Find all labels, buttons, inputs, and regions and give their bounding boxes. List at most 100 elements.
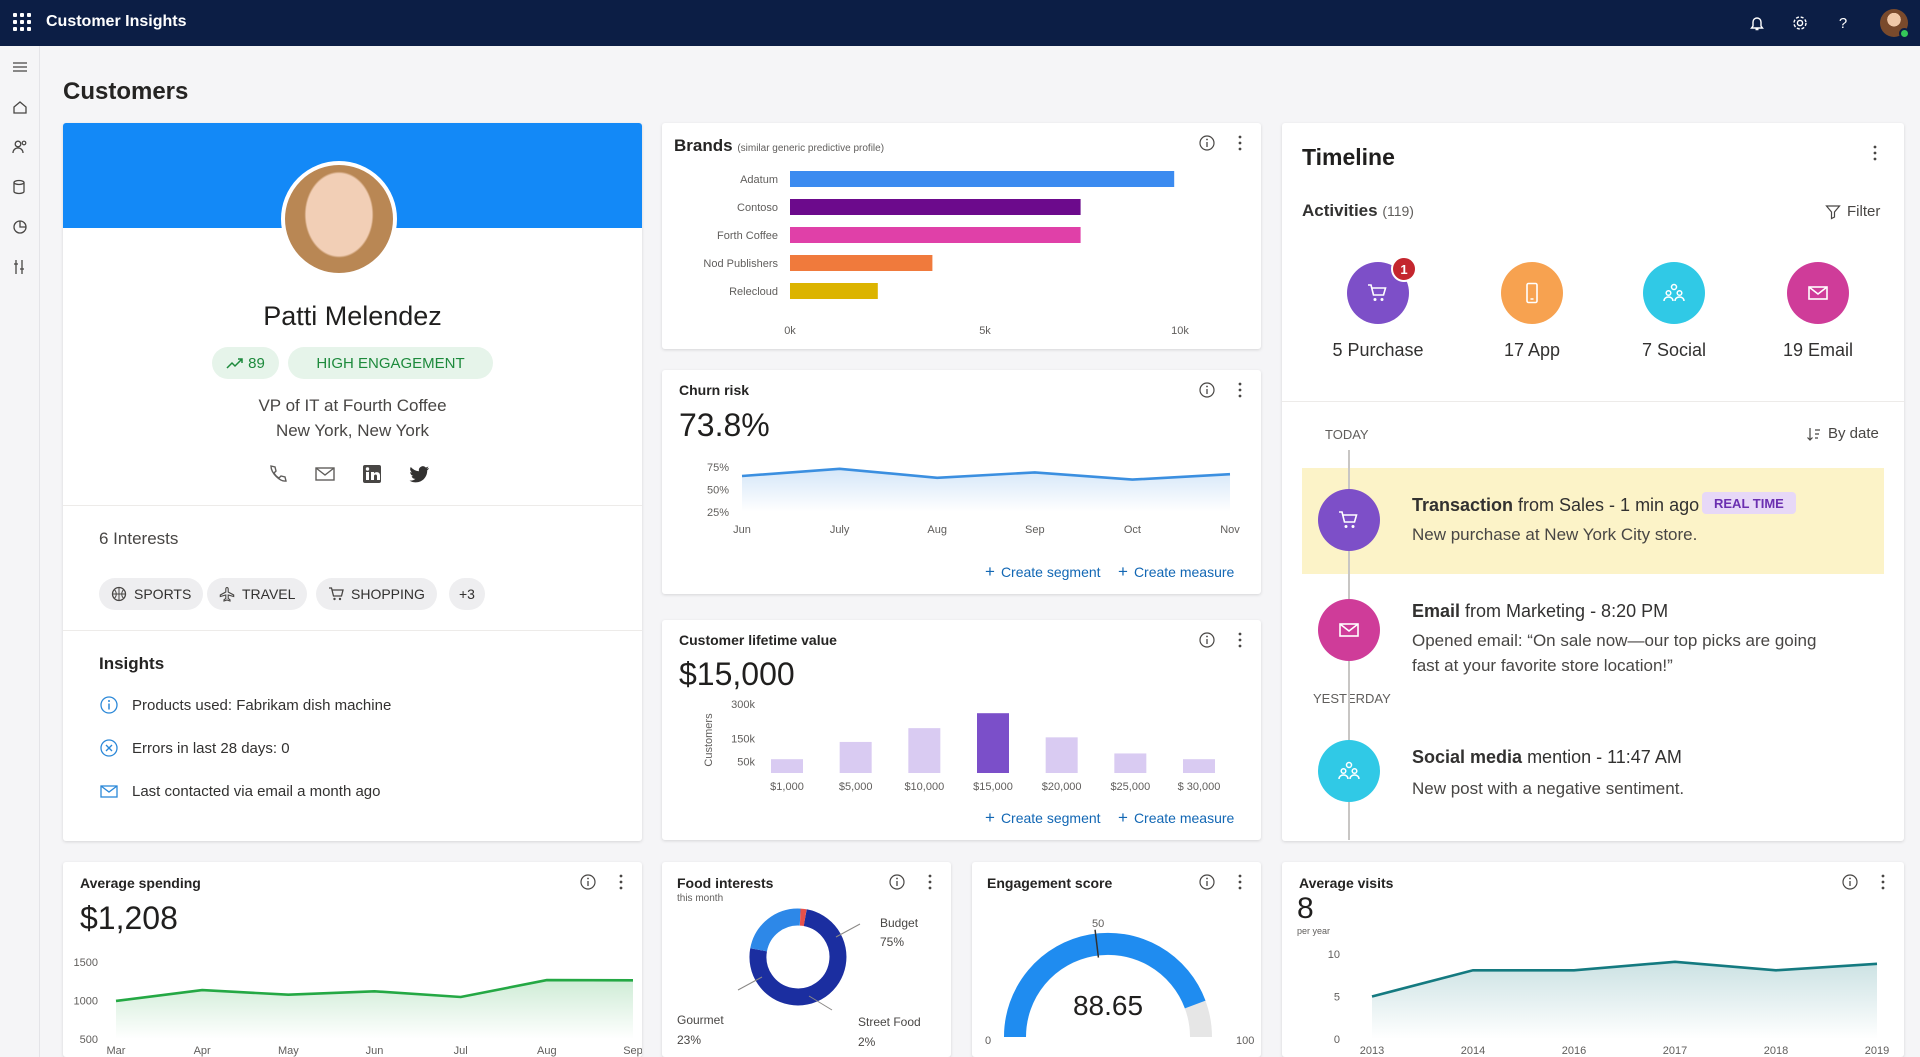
gear-icon[interactable] xyxy=(1791,14,1809,32)
activity-label: 7 Social xyxy=(1641,340,1707,360)
bar-label: Contoso xyxy=(737,202,778,214)
y-tick-label: 1500 xyxy=(74,957,98,969)
more-options-icon[interactable] xyxy=(928,874,932,890)
insight-item: Last contacted via email a month ago xyxy=(99,781,380,801)
event-title[interactable]: Social media mention - 11:47 AM xyxy=(1412,747,1682,767)
x-tick-label: $25,000 xyxy=(1110,781,1150,793)
bell-icon[interactable] xyxy=(1748,14,1766,32)
food-subtitle: this month xyxy=(677,893,724,904)
linkedin-icon[interactable] xyxy=(362,464,382,484)
donut-slice xyxy=(749,909,847,1006)
interest-chip-sports[interactable]: SPORTS xyxy=(99,578,204,610)
interest-chip-travel[interactable]: TRAVEL xyxy=(207,578,308,610)
interest-chip-more[interactable]: +3 xyxy=(449,578,485,610)
timeline-title: Timeline xyxy=(1302,144,1395,170)
leader-line xyxy=(737,976,763,991)
divider xyxy=(63,630,642,631)
database-icon[interactable] xyxy=(11,178,29,196)
insight-text: Errors in last 28 days: 0 xyxy=(132,739,290,757)
mail-icon xyxy=(1808,286,1828,300)
bar xyxy=(771,759,803,773)
segments-icon[interactable] xyxy=(11,218,29,236)
engagement-title: Engagement score xyxy=(987,875,1113,891)
home-icon[interactable] xyxy=(11,98,29,116)
basketball-icon xyxy=(111,586,127,602)
trending-up-icon xyxy=(226,358,243,369)
event-title[interactable]: Transaction from Sales - 1 min ago xyxy=(1412,495,1700,515)
insight-text: Last contacted via email a month ago xyxy=(132,782,381,800)
measures-icon[interactable] xyxy=(11,258,29,276)
info-icon[interactable] xyxy=(580,874,596,890)
bar xyxy=(1183,759,1215,773)
x-tick-label: $10,000 xyxy=(904,781,944,793)
real-time-tag: REAL TIME xyxy=(1702,492,1796,514)
filter-button[interactable]: Filter xyxy=(1825,203,1880,220)
activity-email[interactable]: 19 Email xyxy=(1748,262,1888,361)
interest-chip-shopping[interactable]: SHOPPING xyxy=(316,578,437,610)
more-options-icon[interactable] xyxy=(619,874,623,890)
phone-icon[interactable] xyxy=(266,463,288,485)
x-tick-label: 2014 xyxy=(1461,1045,1485,1057)
error-icon xyxy=(100,739,118,757)
create-segment-link[interactable]: + Create segment xyxy=(985,562,1101,581)
engagement-gauge: 88.65 0 50 100 xyxy=(985,918,1254,1047)
profile-name: Patti Melendez xyxy=(263,301,442,331)
leader-line xyxy=(808,995,833,1011)
event-title[interactable]: Email from Marketing - 8:20 PM xyxy=(1412,601,1669,621)
info-icon[interactable] xyxy=(1199,382,1215,398)
event-description: Opened email: “On sale now—our top picks… xyxy=(1412,631,1817,675)
phone-icon xyxy=(1526,282,1538,304)
series-area xyxy=(1372,961,1877,1039)
x-tick-label: July xyxy=(830,524,850,536)
info-icon[interactable] xyxy=(889,874,905,890)
info-icon[interactable] xyxy=(1199,135,1215,151)
create-segment-link[interactable]: + Create segment xyxy=(985,808,1101,827)
donut-slice xyxy=(799,908,807,927)
x-tick-label: Nov xyxy=(1220,524,1240,536)
user-avatar[interactable] xyxy=(1880,9,1910,39)
event-description: New purchase at New York City store. xyxy=(1412,525,1698,544)
email-event-icon xyxy=(1318,599,1380,661)
x-tick-label: Sep xyxy=(1025,524,1045,536)
y-tick-label: 5 xyxy=(1334,992,1340,1004)
x-tick-label: $1,000 xyxy=(770,781,804,793)
activity-purchase[interactable]: 1 5 Purchase xyxy=(1308,256,1448,361)
bar-label: Nod Publishers xyxy=(703,258,778,270)
sort-button[interactable]: By date xyxy=(1806,425,1879,442)
more-options-icon[interactable] xyxy=(1238,874,1242,890)
create-measure-link[interactable]: + Create measure xyxy=(1118,562,1235,581)
profile-card: Patti Melendez 89 HIGH ENGAGEMENT VP of … xyxy=(63,123,642,841)
activity-social[interactable]: 7 Social xyxy=(1604,262,1744,361)
bar xyxy=(1045,737,1078,773)
mail-icon[interactable] xyxy=(314,465,336,483)
top-bar: Customer Insights ? xyxy=(0,0,1920,46)
more-options-icon[interactable] xyxy=(1238,382,1242,398)
menu-icon[interactable] xyxy=(11,58,29,76)
app-title[interactable]: Customer Insights xyxy=(46,13,187,30)
card-actions xyxy=(1842,874,1885,890)
y-tick-label: 1000 xyxy=(74,996,98,1008)
customers-icon[interactable] xyxy=(11,138,29,156)
x-tick-label: Oct xyxy=(1124,524,1141,536)
card-actions xyxy=(580,874,623,890)
more-options-icon[interactable] xyxy=(1870,143,1880,163)
yesterday-label: YESTERDAY xyxy=(1313,691,1391,706)
activity-app[interactable]: 17 App xyxy=(1462,262,1602,361)
avg-visits-chart: 10 5 0 2013 2014 2016 2017 2018 2019 xyxy=(1328,949,1889,1057)
more-options-icon[interactable] xyxy=(1881,874,1885,890)
interest-label: +3 xyxy=(459,586,475,602)
help-icon[interactable]: ? xyxy=(1834,14,1852,32)
create-measure-link[interactable]: + Create measure xyxy=(1118,808,1235,827)
score-value: 89 xyxy=(248,354,265,372)
info-icon[interactable] xyxy=(1199,874,1215,890)
x-tick-label: Apr xyxy=(194,1045,211,1057)
more-options-icon[interactable] xyxy=(1238,632,1242,648)
app-launcher-icon[interactable] xyxy=(13,13,31,31)
x-tick-label: 10k xyxy=(1171,325,1189,337)
y-axis-label: Customers xyxy=(703,713,715,767)
info-icon[interactable] xyxy=(1842,874,1858,890)
info-icon[interactable] xyxy=(1199,632,1215,648)
more-options-icon[interactable] xyxy=(1238,135,1242,151)
sort-icon xyxy=(1807,427,1820,441)
twitter-icon[interactable] xyxy=(409,465,431,483)
